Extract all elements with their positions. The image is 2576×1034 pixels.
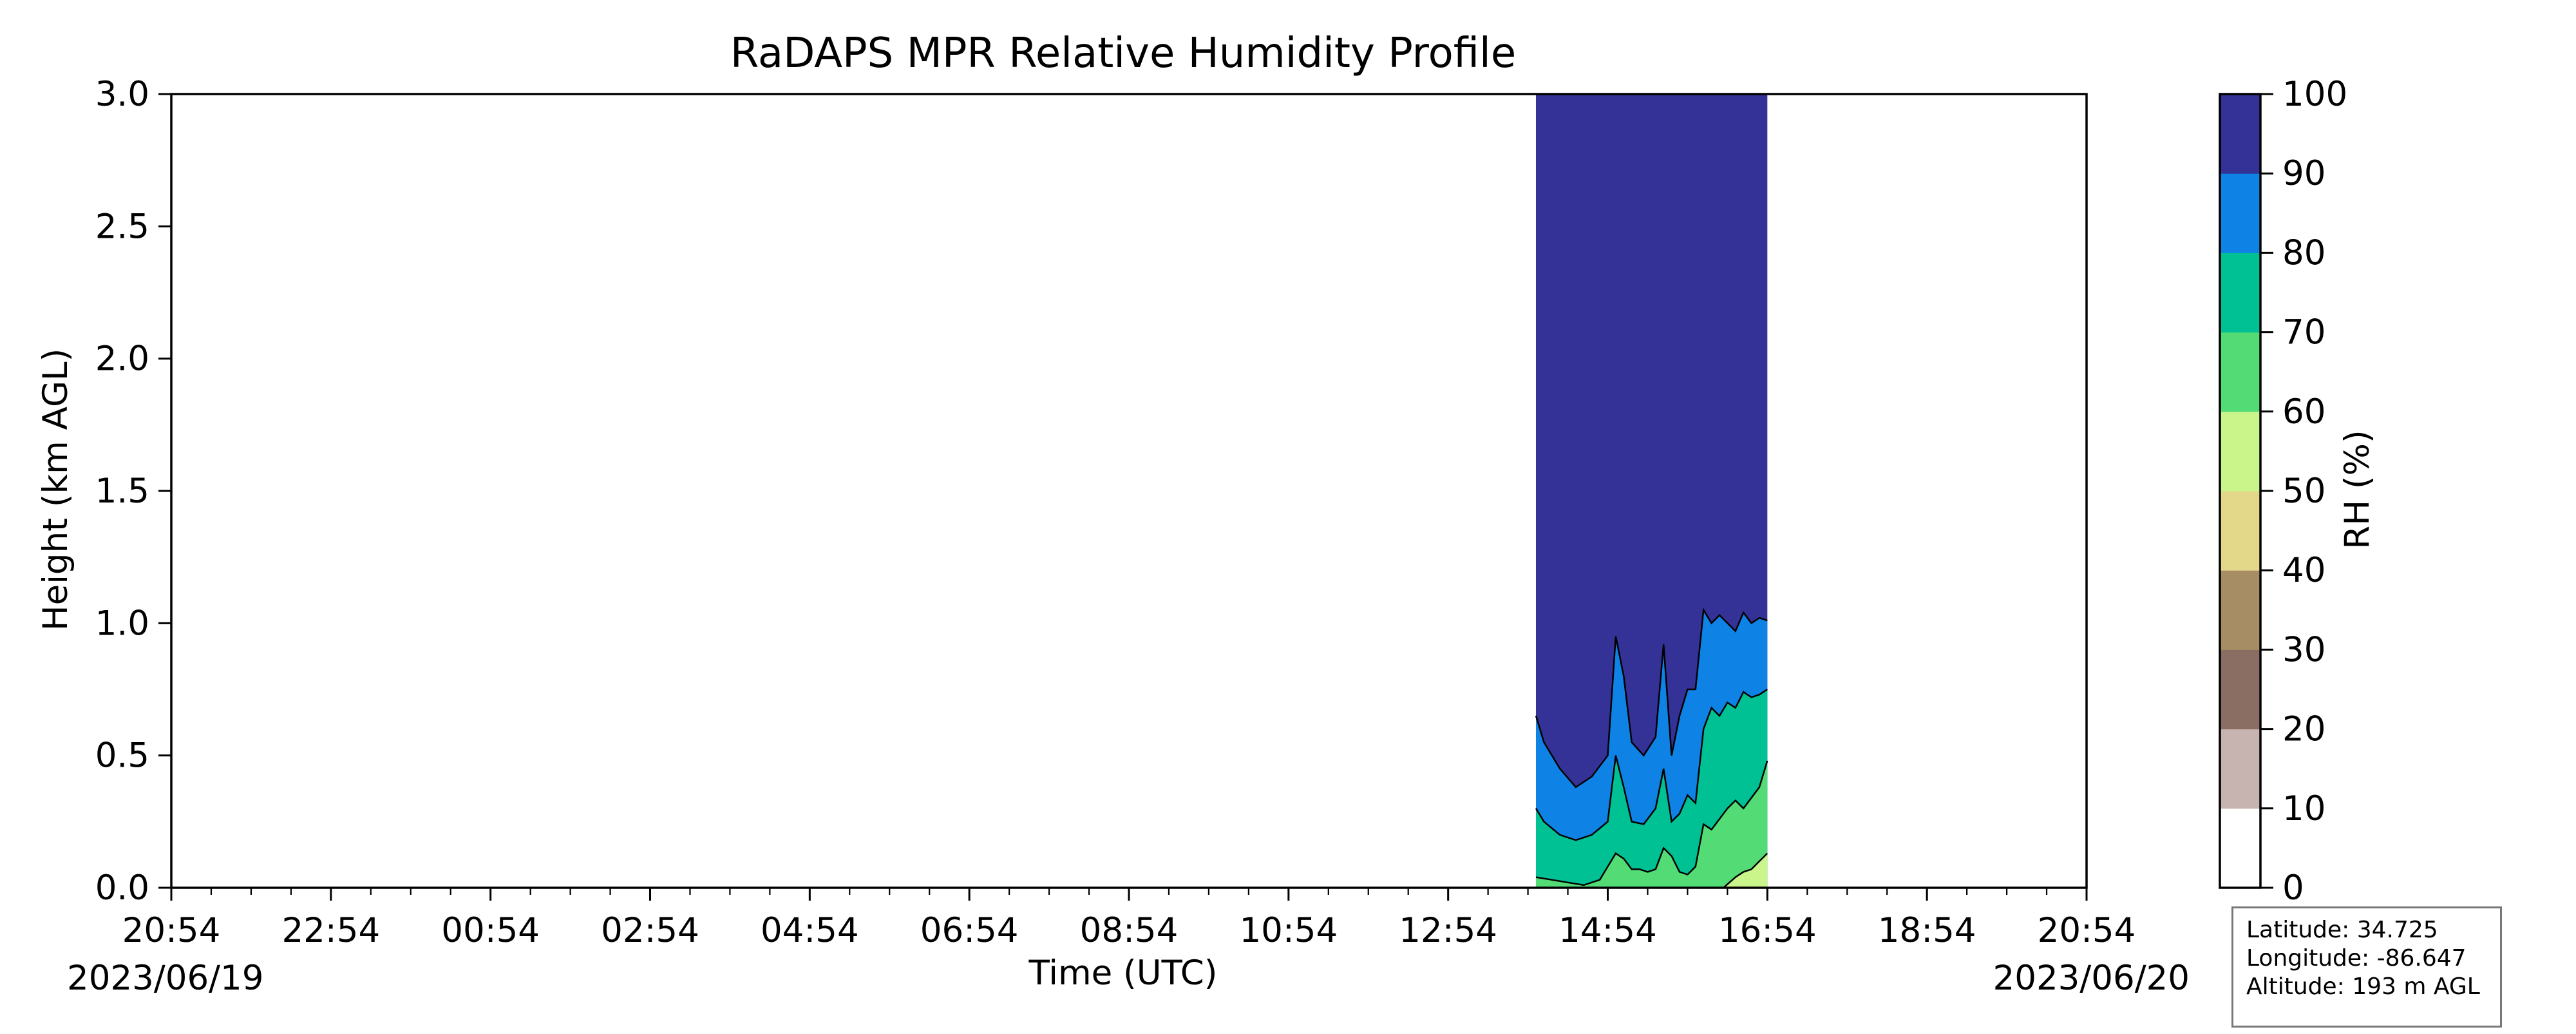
x-tick-label: 06:54 [920,911,1019,950]
x-tick-label: 16:54 [1718,911,1817,950]
y-tick-label: 1.0 [95,604,149,643]
contour-line-70 [1535,760,1768,886]
contour-line-80 [1535,688,1768,841]
start-date-label: 2023/06/19 [67,959,263,998]
colorbar-band-40-50 [2220,491,2260,571]
chart-title: RaDAPS MPR Relative Humidity Profile [730,30,1516,77]
colorbar-tick-label: 70 [2282,313,2325,352]
y-tick-label: 0.0 [95,868,149,908]
y-tick-label: 2.0 [95,340,149,379]
x-tick-label: 20:54 [122,911,221,950]
x-tick-label: 04:54 [761,911,859,950]
colorbar-band-80-90 [2220,173,2260,253]
x-tick-label: 20:54 [2038,911,2136,950]
end-date-label: 2023/06/20 [1993,959,2190,998]
colorbar-tick-label: 0 [2282,868,2304,908]
x-tick-label: 08:54 [1080,911,1179,950]
colorbar-band-60-70 [2220,332,2260,412]
x-tick-label: 22:54 [281,911,380,950]
plot-area: 20:54 22:54 00:54 02:54 04:54 06:54 08:54 10:54… [95,75,2136,950]
colorbar: 0 10 20 30 40 50 60 70 80 90 100 [2219,75,2347,908]
rh-fill-below-70 [1536,760,1768,888]
altitude-text: Altitude: 193 m AGL [2246,973,2480,1000]
colorbar-band-50-60 [2220,411,2260,492]
colorbar-label: RH (%) [2338,430,2377,549]
y-tick-label: 0.5 [95,736,149,776]
station-info-box: Latitude: 34.725 Longitude: -86.647 Alti… [2231,906,2502,1028]
contour-line-60 [1723,852,1768,888]
colorbar-band-30-40 [2220,570,2260,650]
y-tick-label: 1.5 [95,472,149,511]
colorbar-band-70-80 [2220,253,2260,333]
x-tick-label: 10:54 [1239,911,1338,950]
contour-line-90 [1535,607,1768,789]
colorbar-tick-label: 60 [2282,392,2325,432]
colorbar-tick-label: 80 [2282,233,2325,273]
colorbar-tick-label: 50 [2282,472,2325,511]
colorbar-tick-label: 30 [2282,630,2325,669]
colorbar-tick-label: 100 [2282,75,2347,114]
x-axis-label: Time (UTC) [1028,953,1218,993]
x-tick-label: 00:54 [441,911,540,950]
y-axis-label: Height (km AGL) [36,349,75,631]
colorbar-tick-label: 40 [2282,551,2325,590]
y-tick-label: 3.0 [95,75,149,114]
latitude-text: Latitude: 34.725 [2246,917,2438,943]
colorbar-tick-label: 20 [2282,710,2325,749]
colorbar-band-90-100 [2220,94,2260,174]
x-tick-label: 18:54 [1878,911,1976,950]
longitude-text: Longitude: -86.647 [2246,945,2467,972]
colorbar-band-20-30 [2220,649,2260,730]
y-tick-label: 2.5 [95,207,149,246]
colorbar-tick-label: 10 [2282,789,2325,828]
colorbar-tick-label: 90 [2282,154,2325,193]
x-tick-label: 12:54 [1399,911,1497,950]
colorbar-band-0-10 [2220,808,2260,888]
x-tick-label: 14:54 [1558,911,1657,950]
x-tick-label: 02:54 [601,911,699,950]
colorbar-band-10-20 [2220,729,2260,809]
